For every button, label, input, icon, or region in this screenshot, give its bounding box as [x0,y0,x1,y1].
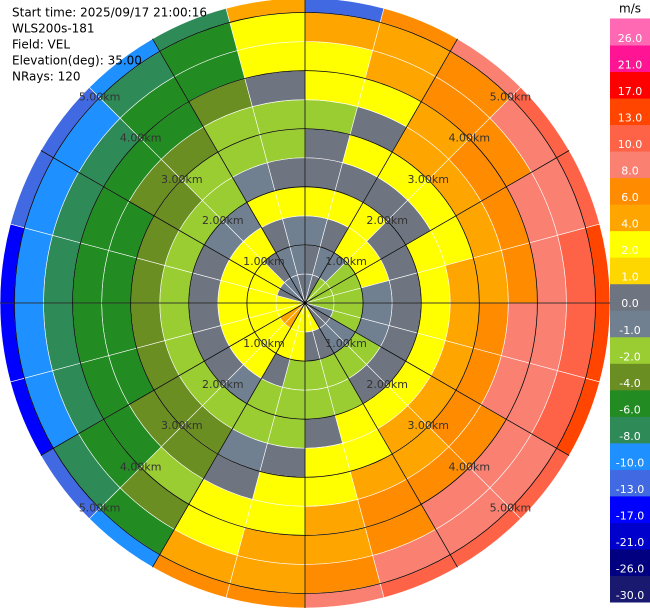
spoke [304,38,458,304]
colorbar: -30.0 -26.0 -21.0 -17.0 -13.0 -10.0 -8.0 -6.0 -4… [610,2,650,603]
colorbar-segment [610,151,650,179]
ring-label: 5.00km [79,501,121,514]
velocity-cell [259,128,306,164]
ring-label: 3.00km [407,419,449,432]
colorbar-tick-label: 0.0 [621,297,639,310]
ring-label: 2.00km [202,214,244,227]
ring-label: 2.00km [366,214,408,227]
colorbar-tick-label: -2.0 [619,350,640,363]
range-ring [72,70,538,536]
colorbar-segment [610,124,650,152]
colorbar-tick-label: -13.0 [616,483,644,496]
colorbar-tick-label: -1.0 [619,324,640,337]
colorbar-segment [610,575,650,603]
colorbar-segment [610,522,650,550]
ring-label: 5.00km [79,91,121,104]
colorbar-tick-label: 2.0 [621,244,639,257]
spoke [304,150,570,304]
velocity-cell [259,442,306,478]
ring-label: 4.00km [449,132,491,145]
colorbar-segment [610,495,650,523]
info-line: WLS200s-181 [12,22,95,36]
spoke [40,150,306,304]
ring-label: 3.00km [161,173,203,186]
info-line: Elevation(deg): 35.00 [12,54,142,68]
colorbar-tick-label: -10.0 [616,456,644,469]
colorbar-segment [610,363,650,391]
colorbar-tick-label: 13.0 [618,112,643,125]
range-ring [14,12,596,594]
spoke [304,302,458,568]
ring-label: 5.00km [490,91,532,104]
colorbar-segment [610,389,650,417]
colorbar-tick-label: -4.0 [619,377,640,390]
info-line: Field: VEL [12,38,70,52]
spoke [40,302,306,456]
colorbar-segment [610,469,650,497]
colorbar-tick-label: 8.0 [621,165,639,178]
colorbar-tick-label: 21.0 [618,59,643,72]
velocity-cell [130,302,166,349]
ring-label: 4.00km [120,132,162,145]
ring-label: 1.00km [325,337,367,350]
ring-label: 2.00km [202,378,244,391]
spoke [304,302,570,456]
ring-label: 1.00km [325,255,367,268]
ring-label: 3.00km [407,173,449,186]
colorbar-tick-label: 6.0 [621,191,639,204]
colorbar-tick-label: 26.0 [618,32,643,45]
colorbar-segment [610,71,650,99]
colorbar-tick-label: -6.0 [619,403,640,416]
colorbar-tick-label: 4.0 [621,218,639,231]
colorbar-segment [610,416,650,444]
colorbar-tick-label: -30.0 [616,589,644,602]
velocity-cell [444,257,480,304]
colorbar-segment [610,336,650,364]
velocity-cell [444,302,480,349]
colorbar-tick-label: 1.0 [621,271,639,284]
colorbar-tick-label: -8.0 [619,430,640,443]
spoke [152,38,306,304]
colorbar-segment [610,204,650,232]
ring-label: 4.00km [449,460,491,473]
info-line: NRays: 120 [12,70,81,84]
colorbar-segment [610,310,650,338]
range-ring [246,244,364,362]
velocity-cell [304,128,351,164]
ring-label: 1.00km [243,255,285,268]
ring-label: 1.00km [243,337,285,350]
colorbar-tick-label: -17.0 [616,509,644,522]
ring-label: 2.00km [366,378,408,391]
velocity-cell [304,442,351,478]
colorbar-segment [610,442,650,470]
range-ring [130,128,480,478]
ring-label: 3.00km [161,419,203,432]
colorbar-segment [610,230,650,258]
info-block: Start time: 2025/09/17 21:00:16 WLS200s-1… [12,6,207,84]
colorbar-segment [610,283,650,311]
ring-label: 5.00km [490,501,532,514]
colorbar-tick-label: -26.0 [616,562,644,575]
range-ring [188,186,422,420]
info-line: Start time: 2025/09/17 21:00:16 [12,6,207,20]
colorbar-segment [610,177,650,205]
colorbar-segment [610,257,650,285]
colorbar-segment [610,548,650,576]
colorbar-label: m/s [619,2,641,16]
colorbar-segment [610,45,650,73]
colorbar-tick-label: 17.0 [618,85,643,98]
colorbar-segment [610,98,650,126]
velocity-cell [130,257,166,304]
spoke [152,302,306,568]
colorbar-segment [610,18,650,46]
overlay: 1.00km 1.00km 1.00km 1.00km 2.00km 2.00km 2.00… [0,0,610,608]
colorbar-tick-label: -21.0 [616,536,644,549]
colorbar-tick-label: 10.0 [618,138,643,151]
ring-label: 4.00km [120,460,162,473]
